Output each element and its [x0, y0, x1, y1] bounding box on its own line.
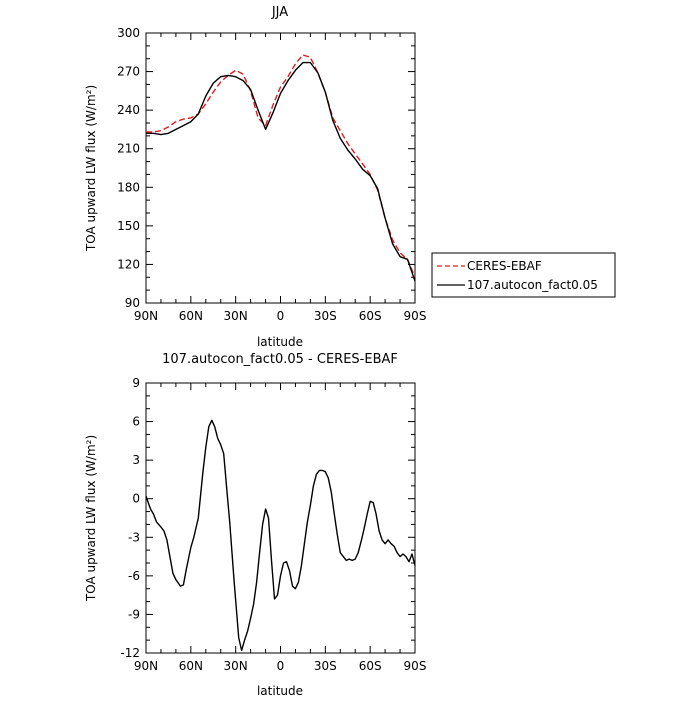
top-x-tick-label: 30N: [224, 309, 248, 323]
top-y-axis-label: TOA upward LW flux (W/m²): [84, 85, 98, 252]
legend-label-model: 107.autocon_fact0.05: [467, 278, 598, 292]
bottom-series-line-0: [145, 419, 416, 652]
top-y-tick-label: 90: [125, 296, 140, 310]
legend-box: [431, 252, 616, 298]
top-x-tick-label: 90N: [134, 309, 158, 323]
top-y-tick-label: 150: [117, 219, 140, 233]
bottom-y-tick-label: -9: [128, 607, 140, 621]
legend: CERES-EBAF 107.autocon_fact0.05: [431, 252, 616, 298]
bottom-x-tick-label: 90N: [134, 659, 158, 673]
bottom-y-tick-label: -3: [128, 530, 140, 544]
bottom-y-tick-label: -6: [128, 569, 140, 583]
top-panel-title: JJA: [271, 5, 288, 20]
top-plot-frame: [145, 32, 416, 304]
bottom-y-tick-label: 3: [132, 453, 140, 467]
top-y-tick-label: 210: [117, 142, 140, 156]
bottom-x-axis-label: latitude: [257, 684, 303, 698]
legend-label-ceres: CERES-EBAF: [467, 259, 542, 273]
bottom-x-tick-label: 60N: [179, 659, 203, 673]
bottom-x-tick-label: 0: [277, 659, 285, 673]
top-panel: JJA latitude TOA upward LW flux (W/m²) 9…: [84, 5, 426, 349]
top-x-tick-label: 90S: [404, 309, 427, 323]
top-x-tick-label: 60N: [179, 309, 203, 323]
bottom-y-tick-label: -12: [120, 646, 140, 660]
top-y-tick-label: 120: [117, 257, 140, 271]
top-y-tick-label: 180: [117, 180, 140, 194]
bottom-x-tick-label: 60S: [359, 659, 382, 673]
bottom-x-tick-label: 90S: [404, 659, 427, 673]
bottom-y-tick-label: 9: [132, 376, 140, 390]
top-y-tick-label: 270: [117, 65, 140, 79]
bottom-y-tick-label: 6: [132, 415, 140, 429]
bottom-y-axis-label: TOA upward LW flux (W/m²): [84, 435, 98, 602]
top-x-tick-label: 60S: [359, 309, 382, 323]
bottom-plot-frame: [145, 382, 416, 654]
top-y-tick-label: 300: [117, 26, 140, 40]
top-x-tick-label: 30S: [314, 309, 337, 323]
top-x-tick-label: 0: [277, 309, 285, 323]
top-series-line-0: [146, 54, 416, 278]
bottom-panel-title: 107.autocon_fact0.05 - CERES-EBAF: [162, 352, 398, 367]
bottom-x-tick-label: 30N: [224, 659, 248, 673]
bottom-x-tick-label: 30S: [314, 659, 337, 673]
top-x-axis-label: latitude: [257, 335, 303, 349]
top-series-line-1: [146, 61, 416, 282]
bottom-panel: 107.autocon_fact0.05 - CERES-EBAF latitu…: [84, 352, 426, 698]
bottom-y-tick-label: 0: [132, 492, 140, 506]
top-y-tick-label: 240: [117, 103, 140, 117]
